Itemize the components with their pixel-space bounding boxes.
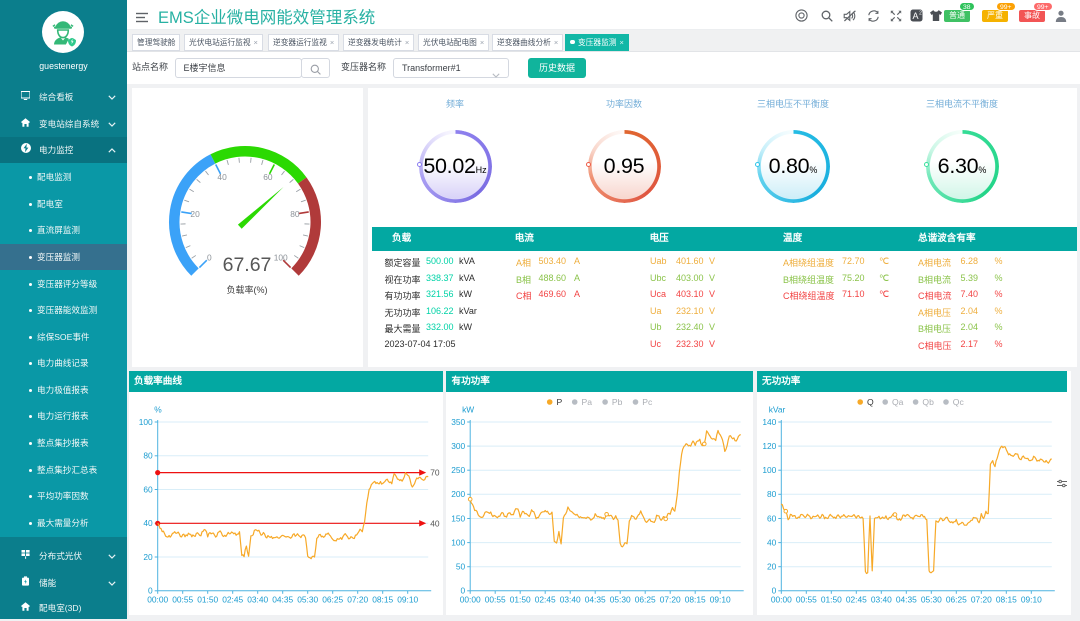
svg-text:09:10: 09:10 (710, 594, 731, 604)
svg-text:04:35: 04:35 (585, 594, 606, 604)
svg-text:00:55: 00:55 (485, 594, 506, 604)
svg-text:60: 60 (263, 172, 273, 182)
svg-text:02:45: 02:45 (535, 594, 556, 604)
svg-text:02:45: 02:45 (845, 594, 866, 604)
svg-text:100: 100 (762, 465, 776, 475)
svg-text:03:40: 03:40 (870, 594, 891, 604)
svg-text:00:00: 00:00 (770, 594, 791, 604)
svg-text:负载率(%): 负载率(%) (227, 284, 268, 295)
svg-text:00:00: 00:00 (460, 594, 481, 604)
svg-text:100: 100 (274, 253, 288, 263)
svg-text:300: 300 (451, 440, 465, 450)
svg-text:08:15: 08:15 (685, 594, 706, 604)
svg-text:04:35: 04:35 (272, 594, 293, 604)
svg-text:0: 0 (207, 253, 212, 263)
svg-text:80: 80 (766, 489, 776, 499)
svg-text:kW: kW (462, 404, 474, 414)
svg-text:100: 100 (138, 416, 152, 426)
svg-text:20: 20 (143, 551, 153, 561)
svg-text:250: 250 (451, 465, 465, 475)
svg-text:40: 40 (143, 518, 153, 528)
svg-text:60: 60 (766, 513, 776, 523)
svg-text:06:25: 06:25 (945, 594, 966, 604)
svg-text:80: 80 (143, 450, 153, 460)
svg-text:07:20: 07:20 (970, 594, 991, 604)
svg-text:08:15: 08:15 (995, 594, 1016, 604)
svg-text:01:50: 01:50 (510, 594, 531, 604)
svg-text:09:10: 09:10 (1020, 594, 1041, 604)
svg-text:70: 70 (430, 467, 440, 477)
svg-text:03:40: 03:40 (560, 594, 581, 604)
svg-text:05:30: 05:30 (610, 594, 631, 604)
svg-text:20: 20 (766, 561, 776, 571)
svg-text:01:50: 01:50 (820, 594, 841, 604)
svg-text:A: A (912, 11, 918, 21)
svg-text:00:55: 00:55 (172, 594, 193, 604)
svg-text:50: 50 (456, 561, 466, 571)
svg-text:09:10: 09:10 (397, 594, 418, 604)
svg-text:67.67: 67.67 (223, 254, 272, 276)
svg-text:2: 2 (919, 11, 922, 17)
svg-text:05:30: 05:30 (920, 594, 941, 604)
svg-text:350: 350 (451, 416, 465, 426)
svg-text:60: 60 (143, 484, 153, 494)
svg-text:05:30: 05:30 (297, 594, 318, 604)
svg-text:100: 100 (451, 537, 465, 547)
svg-text:80: 80 (290, 209, 300, 219)
svg-text:06:25: 06:25 (635, 594, 656, 604)
svg-text:20: 20 (190, 209, 200, 219)
svg-text:140: 140 (762, 416, 776, 426)
svg-text:40: 40 (217, 172, 227, 182)
svg-text:06:25: 06:25 (322, 594, 343, 604)
svg-text:01:50: 01:50 (197, 594, 218, 604)
svg-text:07:20: 07:20 (347, 594, 368, 604)
svg-text:40: 40 (766, 537, 776, 547)
svg-text:200: 200 (451, 489, 465, 499)
svg-text:07:20: 07:20 (660, 594, 681, 604)
svg-text:02:45: 02:45 (222, 594, 243, 604)
svg-text:04:35: 04:35 (895, 594, 916, 604)
svg-text:120: 120 (762, 440, 776, 450)
svg-text:%: % (154, 404, 162, 414)
svg-text:40: 40 (430, 518, 440, 528)
svg-text:kVar: kVar (768, 404, 785, 414)
svg-text:00:55: 00:55 (795, 594, 816, 604)
svg-text:150: 150 (451, 513, 465, 523)
svg-text:08:15: 08:15 (372, 594, 393, 604)
svg-text:00:00: 00:00 (147, 594, 168, 604)
svg-text:03:40: 03:40 (247, 594, 268, 604)
